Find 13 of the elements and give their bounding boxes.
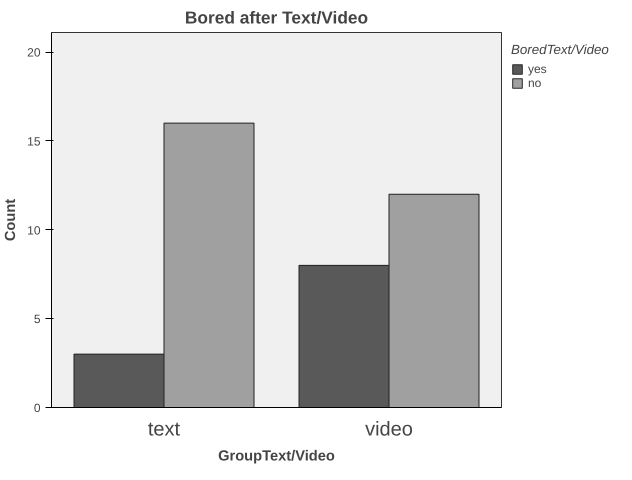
- y-tick-label: 20: [27, 46, 41, 60]
- legend-label: no: [528, 76, 542, 90]
- legend-title: BoredText/Video: [511, 42, 609, 57]
- y-tick-label: 0: [34, 401, 41, 415]
- y-tick-label: 10: [27, 223, 41, 238]
- x-tick-label: video: [365, 418, 413, 440]
- legend-label: yes: [528, 62, 548, 76]
- x-axis-title: GroupText/Video: [218, 448, 335, 464]
- y-axis-title: Count: [3, 198, 20, 242]
- y-tick-label: 15: [27, 134, 41, 148]
- x-tick-label: text: [148, 418, 181, 440]
- chart-title: Bored after Text/Video: [184, 8, 368, 28]
- y-tick-label: 5: [34, 312, 41, 326]
